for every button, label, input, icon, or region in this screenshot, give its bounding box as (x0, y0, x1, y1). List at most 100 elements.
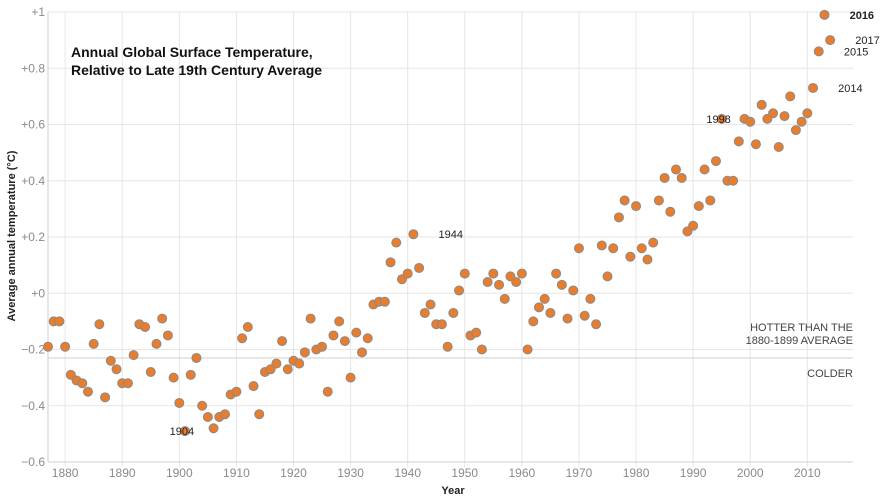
data-point (585, 293, 596, 304)
hotter-label-line-2: 1880-1899 AVERAGE (746, 335, 853, 347)
data-point (128, 350, 139, 361)
data-point (756, 99, 767, 110)
data-point (351, 327, 362, 338)
data-point (436, 319, 447, 330)
data-point (180, 426, 191, 437)
data-point (299, 347, 310, 358)
data-point (768, 108, 779, 119)
data-point (591, 319, 602, 330)
data-point (328, 330, 339, 341)
y-axis-ticks: +1 +0.8 +0.6 +0.4 +0.2 +0 −0.2 −0.4 −0.6 (21, 5, 45, 469)
data-point (151, 338, 162, 349)
x-tick-label: 1900 (166, 466, 193, 480)
colder-label: COLDER (807, 368, 853, 380)
data-point (145, 367, 156, 377)
data-point (471, 327, 482, 338)
x-tick-label: 1990 (680, 466, 707, 480)
x-tick-label: 1920 (280, 466, 307, 480)
data-point (556, 279, 567, 290)
data-point (545, 307, 556, 318)
data-point (785, 91, 796, 102)
data-point (728, 175, 739, 186)
data-point (796, 116, 807, 127)
data-point (82, 386, 93, 397)
data-point (197, 400, 208, 411)
year-annotations: 1904 1944 1998 2014 2015 2016 2017 (170, 10, 880, 438)
data-point (294, 358, 305, 369)
data-point (122, 378, 133, 389)
data-point (185, 369, 196, 380)
data-point (511, 277, 522, 287)
year-annotation: 2014 (838, 83, 862, 95)
data-point (277, 336, 288, 347)
data-point (773, 142, 784, 152)
data-point (408, 229, 419, 240)
x-tick-label: 1930 (337, 466, 364, 480)
data-point (596, 240, 607, 251)
data-point (602, 271, 613, 282)
x-tick-label: 1880 (52, 466, 79, 480)
data-point (716, 113, 727, 124)
data-point (476, 344, 487, 355)
data-point (77, 378, 88, 389)
data-point (254, 409, 265, 420)
x-axis-title: Year (441, 485, 465, 497)
year-annotation: 2016 (850, 10, 874, 22)
year-annotation: 2015 (844, 46, 868, 58)
data-point (808, 82, 819, 93)
data-point (157, 313, 168, 324)
y-tick-label: +0.4 (21, 174, 45, 188)
data-point (533, 302, 544, 313)
data-point (60, 341, 71, 352)
data-point (425, 299, 436, 310)
data-point (362, 333, 373, 344)
data-point (539, 293, 550, 304)
grid (47, 11, 853, 467)
data-point (208, 423, 219, 434)
x-tick-label: 1950 (451, 466, 478, 480)
data-point (317, 341, 328, 352)
data-point (345, 372, 356, 383)
data-point (271, 358, 282, 369)
data-point (454, 285, 465, 296)
data-point (168, 372, 179, 383)
y-tick-label: +0.6 (21, 118, 45, 132)
data-point (174, 397, 185, 408)
data-point (671, 164, 682, 175)
data-point (248, 381, 259, 392)
data-point (745, 116, 756, 127)
data-point (710, 156, 721, 167)
data-point (482, 277, 493, 287)
data-point (699, 164, 710, 175)
data-point (573, 243, 584, 254)
data-point (779, 111, 790, 122)
data-point (516, 268, 527, 279)
data-point (94, 319, 105, 330)
data-point (665, 206, 676, 217)
x-tick-label: 1980 (623, 466, 650, 480)
data-point (43, 341, 53, 352)
x-tick-label: 1910 (223, 466, 250, 480)
data-point (636, 243, 647, 254)
data-point (237, 333, 248, 344)
data-point (231, 386, 242, 397)
data-point (825, 35, 836, 46)
y-tick-label: +0 (31, 286, 45, 300)
data-point (385, 257, 396, 268)
y-tick-label: +0.2 (21, 230, 45, 244)
data-point (733, 136, 744, 147)
data-point (676, 172, 687, 183)
data-point (705, 195, 716, 206)
data-point (105, 355, 116, 366)
y-axis-title: Average annual temperature (°C) (6, 150, 18, 321)
y-tick-label: +0.8 (21, 61, 45, 75)
year-annotation: 1998 (706, 114, 730, 126)
year-annotation: 1904 (170, 426, 194, 438)
x-tick-label: 1940 (394, 466, 421, 480)
year-annotation: 1944 (439, 229, 463, 241)
y-tick-label: +1 (31, 5, 45, 19)
data-point (414, 262, 425, 273)
y-tick-label: −0.4 (21, 399, 45, 413)
data-point (111, 364, 122, 375)
